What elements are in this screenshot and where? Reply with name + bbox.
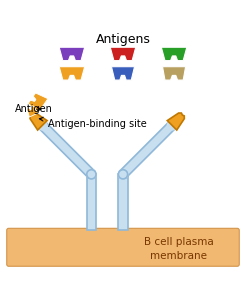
Polygon shape xyxy=(30,113,47,130)
FancyBboxPatch shape xyxy=(7,228,239,266)
Text: B cell plasma
membrane: B cell plasma membrane xyxy=(144,237,214,261)
Polygon shape xyxy=(59,47,85,61)
Polygon shape xyxy=(120,122,175,178)
Polygon shape xyxy=(59,67,85,80)
Polygon shape xyxy=(87,174,96,230)
Polygon shape xyxy=(27,106,38,117)
Text: Antigens: Antigens xyxy=(95,33,151,46)
Polygon shape xyxy=(28,93,48,113)
Circle shape xyxy=(87,170,96,179)
Polygon shape xyxy=(167,113,184,130)
Polygon shape xyxy=(111,67,135,80)
Polygon shape xyxy=(163,67,186,80)
Polygon shape xyxy=(161,47,187,61)
Polygon shape xyxy=(110,47,136,61)
Polygon shape xyxy=(39,122,95,178)
Polygon shape xyxy=(118,174,128,230)
Circle shape xyxy=(167,121,177,130)
Text: Antigen: Antigen xyxy=(15,104,53,114)
Text: Antigen-binding site: Antigen-binding site xyxy=(39,117,146,129)
Circle shape xyxy=(38,121,47,130)
Circle shape xyxy=(118,170,128,179)
